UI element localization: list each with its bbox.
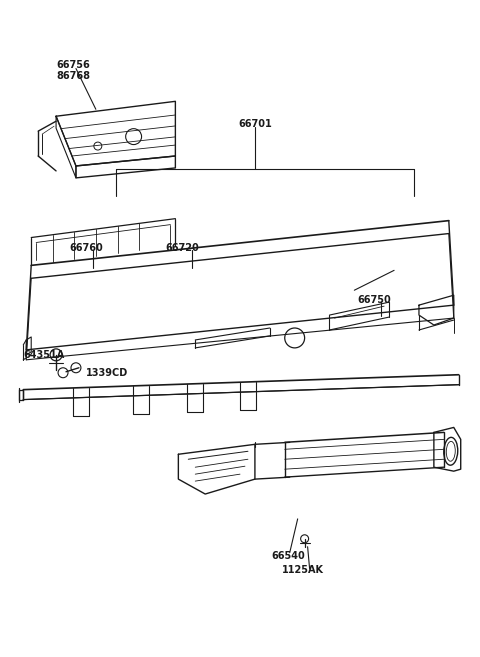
Text: 66760: 66760: [69, 244, 103, 254]
Circle shape: [285, 328, 305, 348]
Circle shape: [50, 349, 62, 361]
Text: 1339CD: 1339CD: [86, 368, 128, 378]
Text: 66720: 66720: [166, 244, 199, 254]
Ellipse shape: [446, 442, 455, 461]
Text: 66756: 66756: [56, 60, 90, 70]
Circle shape: [126, 129, 142, 145]
Text: 86768: 86768: [56, 72, 90, 81]
Text: 66540: 66540: [272, 551, 306, 560]
Text: 66750: 66750: [357, 295, 391, 306]
Text: 64351A: 64351A: [23, 350, 64, 360]
Text: 1125AK: 1125AK: [282, 564, 324, 575]
Circle shape: [94, 142, 102, 150]
Text: 66701: 66701: [238, 119, 272, 129]
Circle shape: [300, 535, 309, 543]
Ellipse shape: [444, 438, 458, 465]
Circle shape: [71, 363, 81, 373]
Circle shape: [58, 368, 68, 378]
